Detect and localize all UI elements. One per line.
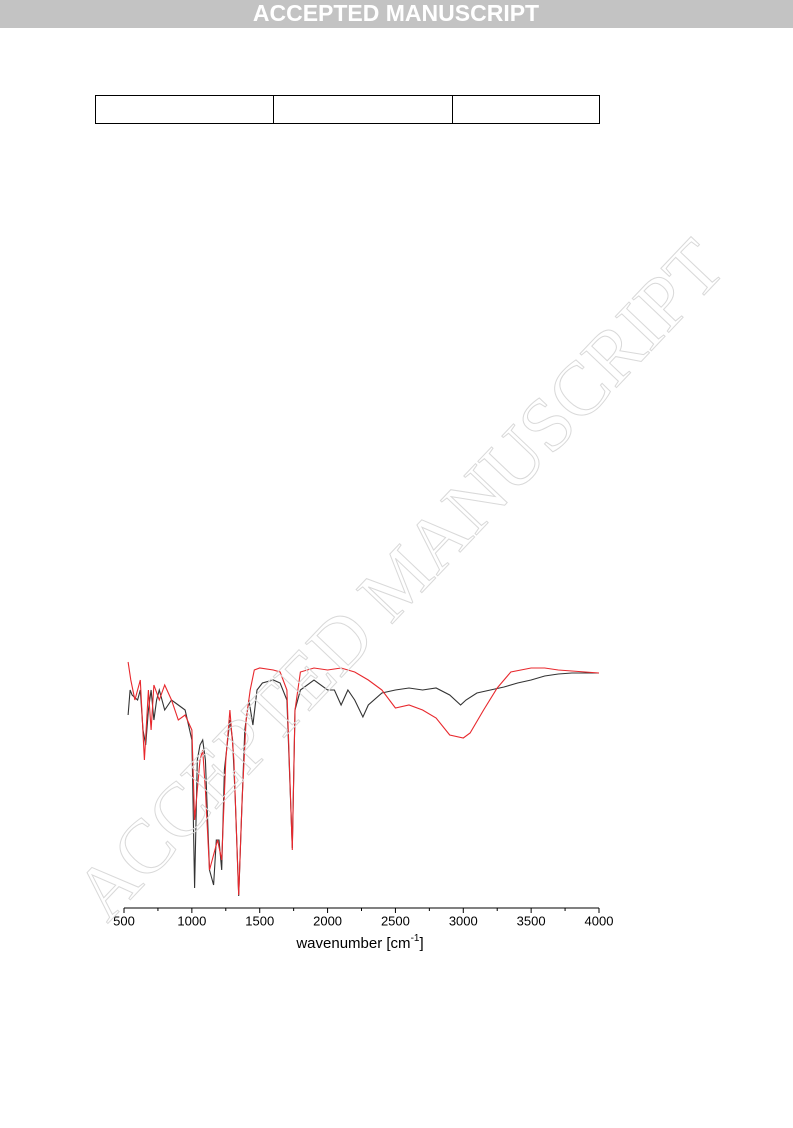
banner (0, 0, 793, 28)
x-tick-label: 3500 (517, 913, 546, 928)
x-tick-label: 2000 (313, 913, 342, 928)
x-axis-label: wavenumber [cm-1] (295, 933, 423, 952)
x-tick-label: 1000 (177, 913, 206, 928)
banner-text: ACCEPTED MANUSCRIPT (253, 0, 539, 26)
x-tick-label: 3000 (449, 913, 478, 928)
spectrum-line (127, 661, 600, 896)
x-axis-label-tail: ] (419, 935, 423, 952)
empty-table (95, 95, 600, 124)
x-axis-label-text: wavenumber [cm (295, 935, 410, 952)
x-tick-label: 4000 (585, 913, 614, 928)
x-tick-label: 1500 (245, 913, 274, 928)
chart: 500 1000 1500 2000 2500 3000 3500 4000 (113, 661, 614, 928)
watermark: ACCEPTED MANUSCRIPT (59, 224, 741, 936)
spectrum-line (127, 672, 599, 897)
x-axis-label-sup: -1 (411, 933, 420, 944)
x-tick-label: 500 (113, 913, 135, 928)
x-tick-label: 2500 (381, 913, 410, 928)
table-border (95, 95, 600, 124)
